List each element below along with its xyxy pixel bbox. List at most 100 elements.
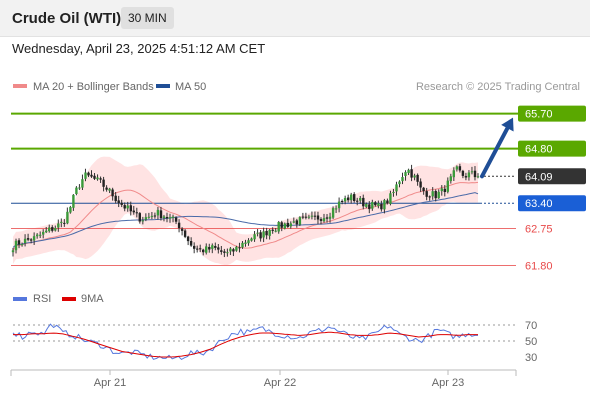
candle-body: [362, 197, 365, 207]
candle-body: [26, 238, 30, 240]
candle-body: [322, 218, 326, 222]
level-label-63-40: 63.40: [525, 198, 553, 210]
candle-body: [29, 239, 33, 241]
candle-body: [292, 221, 295, 223]
rsi-tick-50: 50: [525, 336, 537, 348]
candles: [11, 163, 480, 258]
candle-body: [316, 215, 320, 220]
candle-body: [280, 222, 283, 228]
ma50-legend-label: MA 50: [175, 81, 206, 93]
candle-body: [419, 181, 422, 188]
level-lines: [11, 112, 520, 267]
candle-body: [105, 187, 108, 190]
rsi-ma-line: [13, 331, 478, 358]
candle-body: [374, 202, 377, 206]
candle-body: [57, 223, 60, 228]
candle-body: [66, 211, 69, 224]
candle-body: [301, 216, 305, 218]
timeframe-badge[interactable]: 30 MIN: [121, 7, 174, 29]
candle-body: [307, 216, 311, 218]
candle-body: [226, 252, 229, 254]
candle-body: [193, 245, 196, 249]
candle-body: [319, 219, 323, 221]
candle-body: [298, 217, 302, 225]
candle-body: [347, 197, 350, 201]
candle-body: [135, 212, 138, 214]
candle-body: [23, 238, 27, 244]
candle-body: [271, 229, 274, 231]
level-labels: 65.70 64.80 64.09 63.40 62.75 61.80: [518, 105, 586, 273]
candle-body: [428, 196, 431, 198]
candle-body: [383, 200, 386, 210]
candle-body: [129, 205, 132, 212]
candle-body: [389, 193, 392, 204]
candle-body: [168, 217, 172, 219]
candle-body: [123, 205, 126, 209]
candle-body: [202, 249, 205, 253]
candle-body: [365, 204, 368, 207]
candle-body: [138, 213, 141, 222]
ma50-line: [12, 192, 479, 248]
candle-body: [69, 207, 72, 213]
candle-body: [229, 248, 232, 252]
bollinger-band: [13, 156, 478, 266]
candle-body: [461, 170, 465, 176]
forecast-arrow: [480, 117, 514, 179]
candle-body: [422, 187, 425, 192]
rsi-legend: RSI 9MA: [13, 293, 104, 305]
candle-body: [289, 223, 292, 227]
candle-body: [310, 215, 314, 217]
candle-body: [153, 215, 157, 217]
candle-body: [183, 230, 187, 237]
forecast-arrow-shaft: [480, 126, 510, 179]
candle-body: [32, 236, 36, 241]
x-tick-label: Apr 21: [94, 377, 126, 389]
candle-body: [356, 200, 359, 202]
candle-body: [208, 247, 211, 250]
candle-body: [371, 202, 374, 209]
candle-body: [199, 248, 202, 250]
candle-body: [159, 210, 163, 219]
level-label-box: [518, 168, 586, 185]
candle-body: [87, 172, 90, 176]
level-label-61-80: 61.80: [525, 261, 553, 273]
candle-body: [220, 250, 223, 252]
candle-body: [295, 220, 298, 225]
candle-body: [350, 194, 353, 201]
rsi-legend-swatch: [13, 297, 27, 301]
candle-body: [93, 175, 96, 179]
timestamp: Wednesday, April 23, 2025 4:51:12 AM CET: [12, 41, 266, 56]
candle-body: [17, 240, 21, 245]
candle-body: [150, 215, 154, 217]
candle-body: [20, 244, 24, 246]
candle-body: [413, 175, 416, 178]
rsi-ma-legend-label: 9MA: [81, 293, 104, 305]
candle-body: [211, 245, 214, 249]
candle-body: [111, 189, 114, 197]
candle-body: [440, 188, 443, 192]
candle-body: [407, 169, 410, 173]
candle-body: [353, 194, 356, 201]
rsi-tick-30: 30: [525, 352, 537, 364]
candle-body: [425, 191, 428, 197]
x-tick-label: Apr 23: [432, 377, 464, 389]
ma20-legend-label: MA 20 + Bollinger Bands: [33, 81, 154, 93]
candle-body: [304, 216, 308, 218]
candle-body: [217, 247, 220, 250]
candle-body: [171, 216, 175, 218]
candle-body: [455, 166, 459, 170]
rsi-ma-legend-swatch: [62, 297, 76, 301]
candle-body: [162, 216, 166, 219]
rsi-line: [12, 323, 478, 361]
candle-body: [395, 184, 398, 192]
candle-body: [398, 181, 401, 185]
rsi-legend-label: RSI: [33, 293, 51, 305]
candle-body: [205, 246, 208, 253]
ma20-legend-swatch: [13, 84, 27, 88]
candle-body: [476, 176, 480, 178]
candle-body: [313, 215, 317, 217]
candle-body: [36, 234, 39, 237]
candle-body: [11, 250, 15, 253]
candle-body: [265, 231, 268, 236]
